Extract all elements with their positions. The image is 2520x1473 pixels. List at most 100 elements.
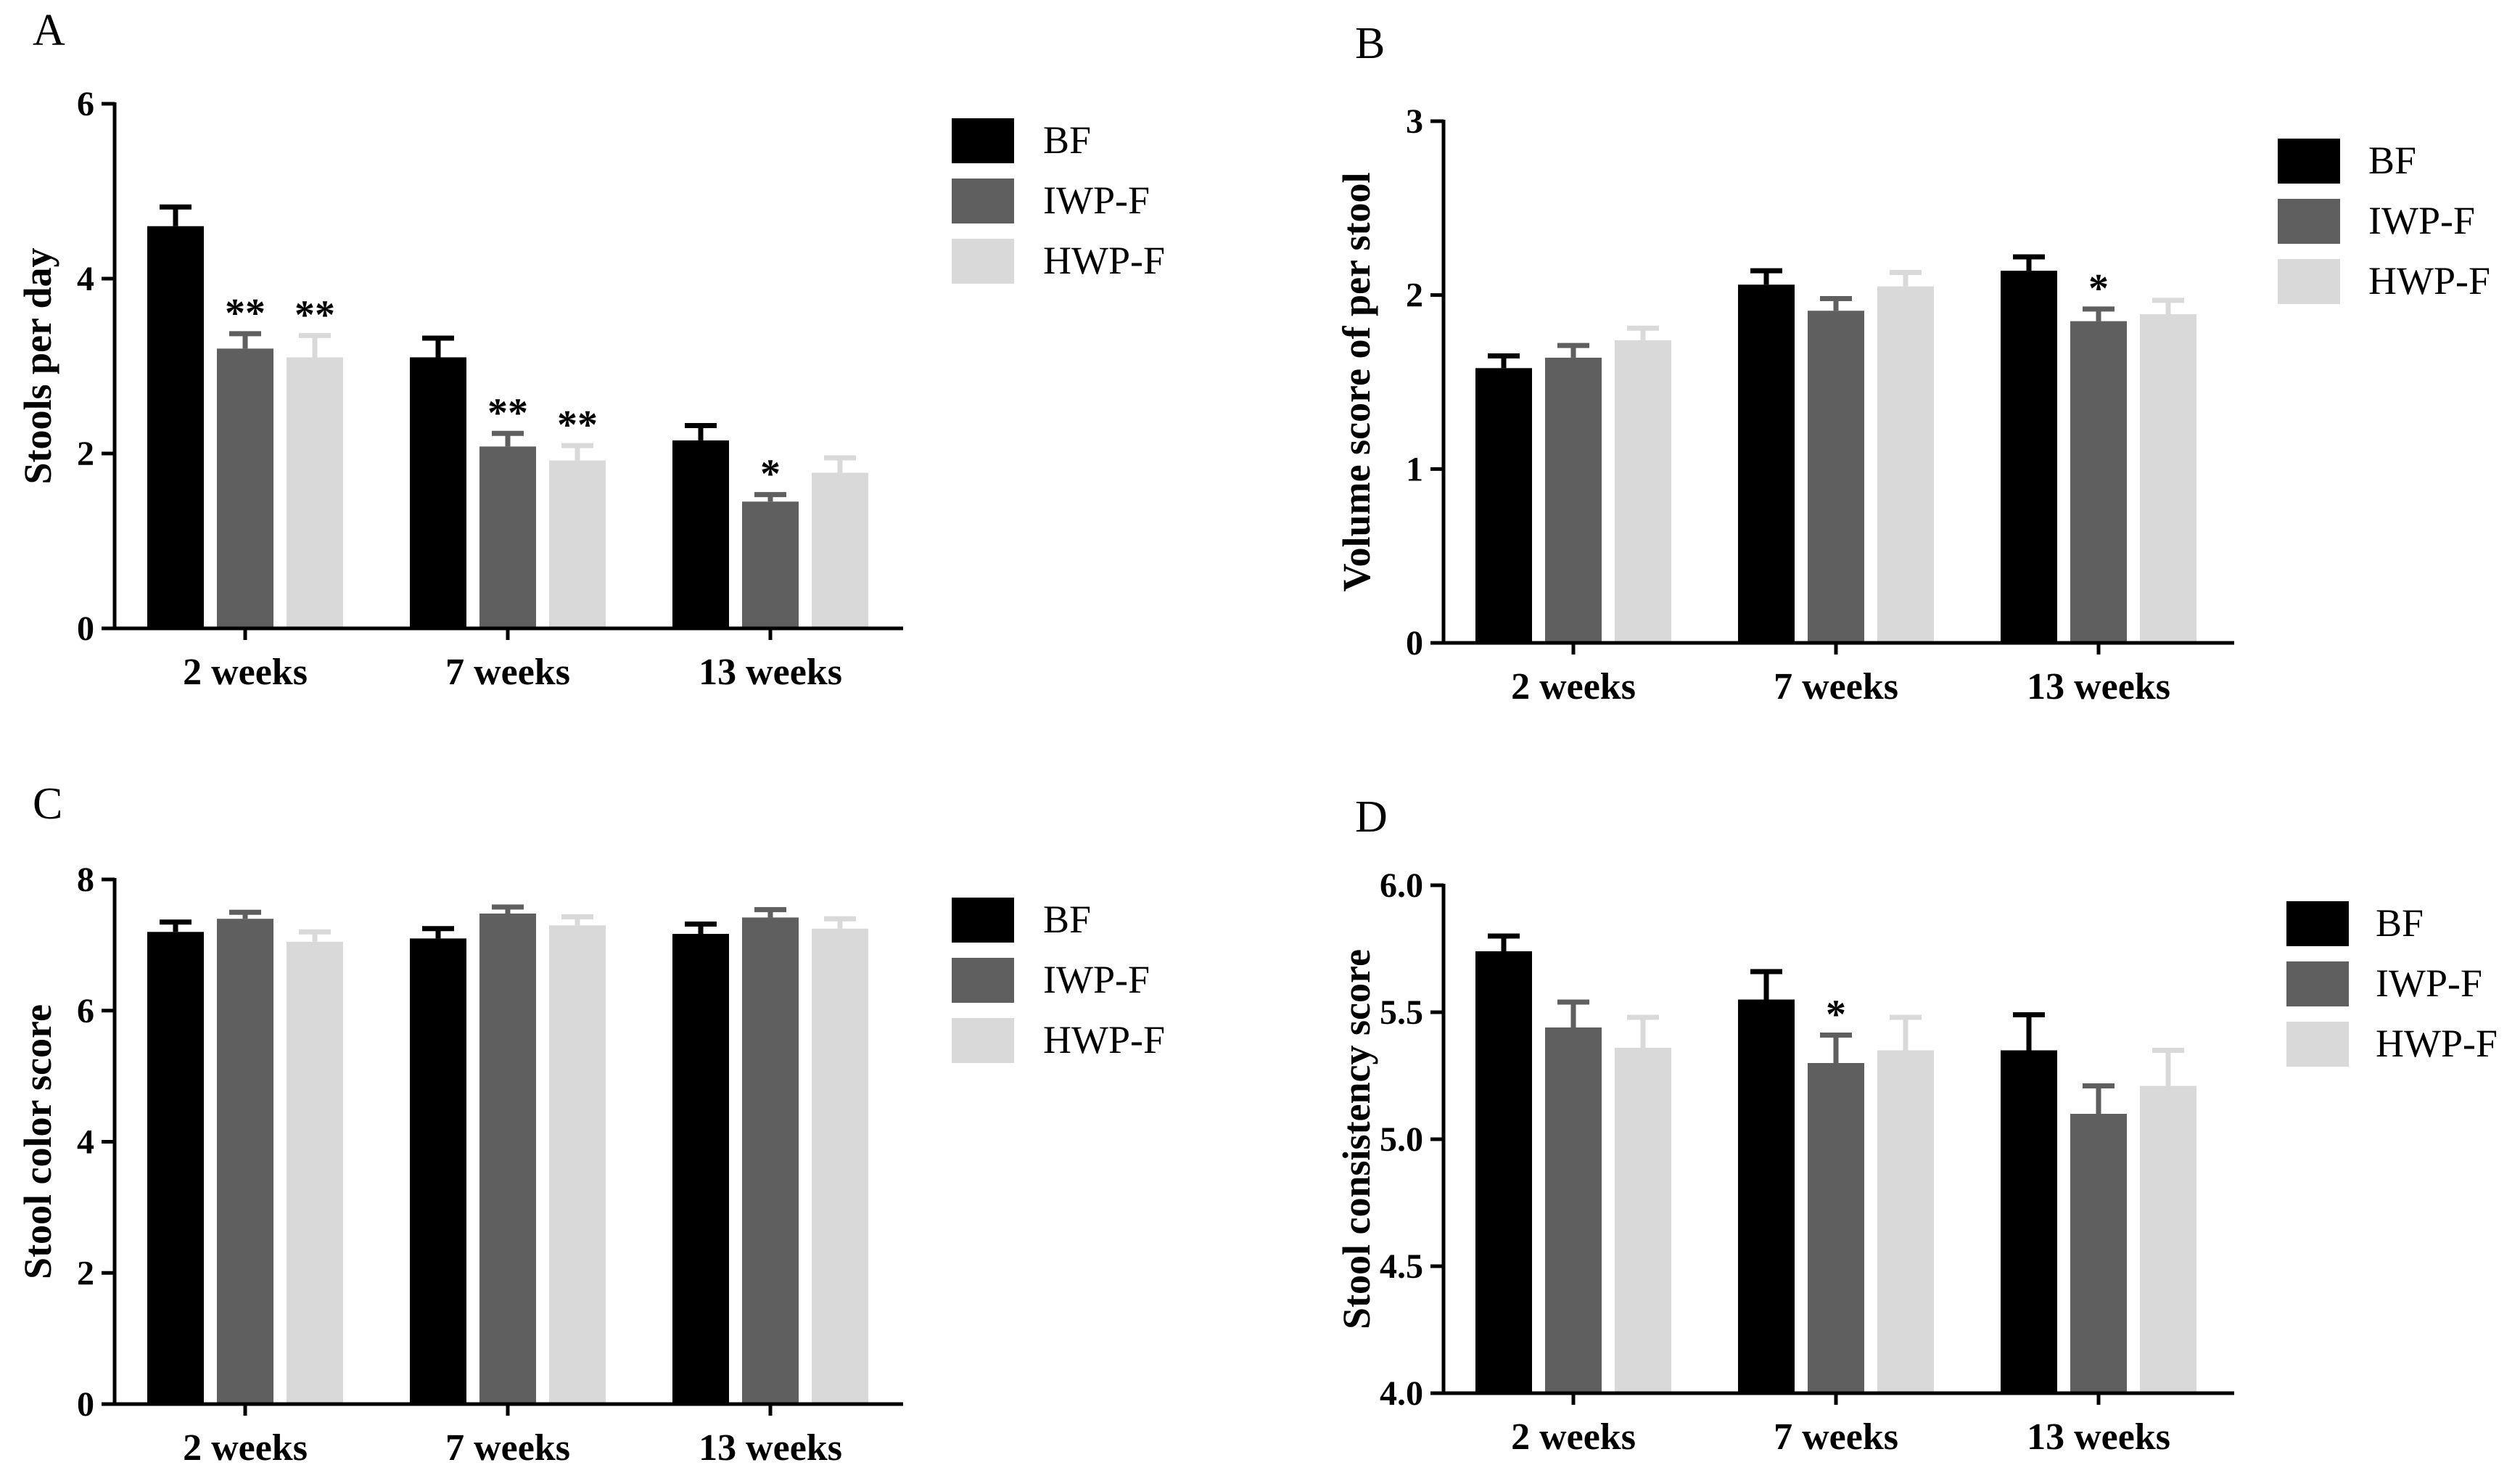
error-bar	[1750, 969, 1782, 1000]
bar-bf-1	[147, 932, 204, 1404]
y-axis-title: Stool color score	[16, 1004, 59, 1279]
legend-label: BF	[2368, 139, 2416, 182]
error-bar	[160, 204, 192, 226]
error-bar	[1750, 268, 1782, 285]
legend-label: BF	[1043, 118, 1091, 162]
error-bar	[561, 443, 593, 461]
y-tick-label: 6.0	[1380, 866, 1423, 905]
bar-hwp-f-1	[1615, 1048, 1671, 1393]
significance-marker: **	[295, 292, 335, 337]
legend-swatch-bf	[952, 898, 1014, 943]
bar-iwp-f-1	[217, 348, 273, 628]
legend-label: BF	[2376, 901, 2424, 945]
y-tick-label: 0	[77, 610, 94, 648]
error-bar	[1820, 1033, 1852, 1063]
significance-marker: **	[487, 390, 528, 435]
legend-swatch-iwp-f	[2278, 199, 2340, 244]
legend-label: IWP-F	[2376, 961, 2482, 1005]
legend-swatch-iwp-f	[952, 179, 1014, 223]
y-tick-label: 5.0	[1380, 1120, 1423, 1159]
bar-iwp-f-3	[2070, 1114, 2127, 1393]
y-tick-label: 4	[77, 1123, 94, 1162]
bar-bf-1	[147, 226, 204, 628]
bar-iwp-f-2	[479, 913, 536, 1404]
bar-iwp-f-2	[1808, 311, 1864, 643]
error-bar	[1488, 933, 1520, 951]
bar-iwp-f-3	[742, 917, 799, 1404]
y-tick-label: 2	[77, 1254, 94, 1292]
x-tick-label: 13 weeks	[699, 652, 842, 693]
bar-hwp-f-3	[2140, 314, 2196, 643]
y-tick-label: 0	[1406, 624, 1423, 662]
bar-hwp-f-2	[549, 925, 606, 1404]
y-tick-label: 2	[1406, 276, 1423, 315]
bar-bf-3	[2001, 1050, 2057, 1393]
x-tick-label: 2 weeks	[1511, 666, 1636, 707]
error-bar	[422, 926, 454, 939]
error-bar	[685, 422, 717, 440]
legend-swatch-hwp-f	[952, 239, 1014, 284]
error-bar	[492, 430, 524, 447]
legend-swatch-bf	[952, 118, 1014, 163]
error-bar	[2013, 254, 2045, 271]
error-bar	[1627, 325, 1659, 340]
error-bar	[299, 332, 331, 358]
y-axis-title: Stools per day	[16, 247, 59, 484]
bar-iwp-f-2	[1808, 1063, 1864, 1393]
legend: BF IWP-F HWP-F	[2286, 901, 2498, 1067]
legend-swatch-hwp-f	[952, 1018, 1014, 1063]
error-bar	[1557, 342, 1589, 358]
error-bar	[1488, 353, 1520, 369]
bar-bf-2	[1738, 284, 1795, 643]
panel-letter: B	[1355, 19, 1385, 68]
bar-bf-2	[410, 357, 466, 628]
legend-label: IWP-F	[2368, 199, 2475, 242]
x-tick-label: 7 weeks	[445, 1427, 570, 1469]
legend: BF IWP-F HWP-F	[952, 118, 1165, 284]
significance-marker: *	[1826, 993, 1846, 1038]
x-tick-label: 7 weeks	[1774, 666, 1898, 707]
bar-hwp-f-2	[549, 460, 606, 628]
x-tick-label: 13 weeks	[699, 1427, 842, 1469]
bar-hwp-f-1	[287, 357, 343, 628]
x-tick-label: 2 weeks	[1511, 1416, 1636, 1458]
error-bar	[1820, 295, 1852, 311]
legend: BF IWP-F HWP-F	[2278, 139, 2490, 304]
panel-C: C 2 weeks 7 weeks 13 weeks 0 2 4 6 8 Stool color …	[16, 779, 1165, 1469]
legend-swatch-bf	[2278, 139, 2340, 184]
legend-label: HWP-F	[2368, 259, 2490, 303]
x-tick-label: 2 weeks	[183, 1427, 308, 1469]
y-tick-label: 3	[1406, 102, 1423, 141]
significance-marker: **	[225, 291, 265, 336]
error-bar	[160, 919, 192, 932]
error-bar	[2083, 1083, 2115, 1114]
legend-label: IWP-F	[1043, 958, 1150, 1001]
bar-iwp-f-1	[1545, 357, 1602, 643]
bar-hwp-f-2	[1877, 286, 1934, 643]
panel-letter: A	[33, 6, 65, 55]
error-bar	[824, 916, 856, 929]
error-bar	[1557, 999, 1589, 1027]
y-tick-label: 4.5	[1380, 1247, 1423, 1286]
y-tick-label: 2	[77, 435, 94, 473]
error-bar	[2152, 298, 2184, 315]
x-tick-label: 7 weeks	[1774, 1416, 1898, 1458]
error-bar	[561, 914, 593, 926]
bar-bf-3	[2001, 271, 2057, 643]
significance-marker: *	[760, 452, 781, 497]
legend-label: HWP-F	[2376, 1022, 2498, 1065]
legend-label: BF	[1043, 898, 1091, 941]
bar-hwp-f-1	[1615, 340, 1671, 643]
error-bar	[2083, 306, 2115, 321]
error-bar	[1890, 270, 1922, 287]
y-tick-label: 4.0	[1380, 1374, 1423, 1413]
error-bar	[754, 492, 786, 502]
bar-hwp-f-3	[2140, 1086, 2196, 1393]
legend-swatch-hwp-f	[2278, 259, 2340, 304]
bar-iwp-f-2	[479, 446, 536, 628]
error-bar	[229, 331, 261, 349]
significance-marker: **	[557, 403, 598, 448]
x-tick-label: 7 weeks	[445, 652, 570, 693]
x-tick-label: 13 weeks	[2027, 666, 2170, 707]
